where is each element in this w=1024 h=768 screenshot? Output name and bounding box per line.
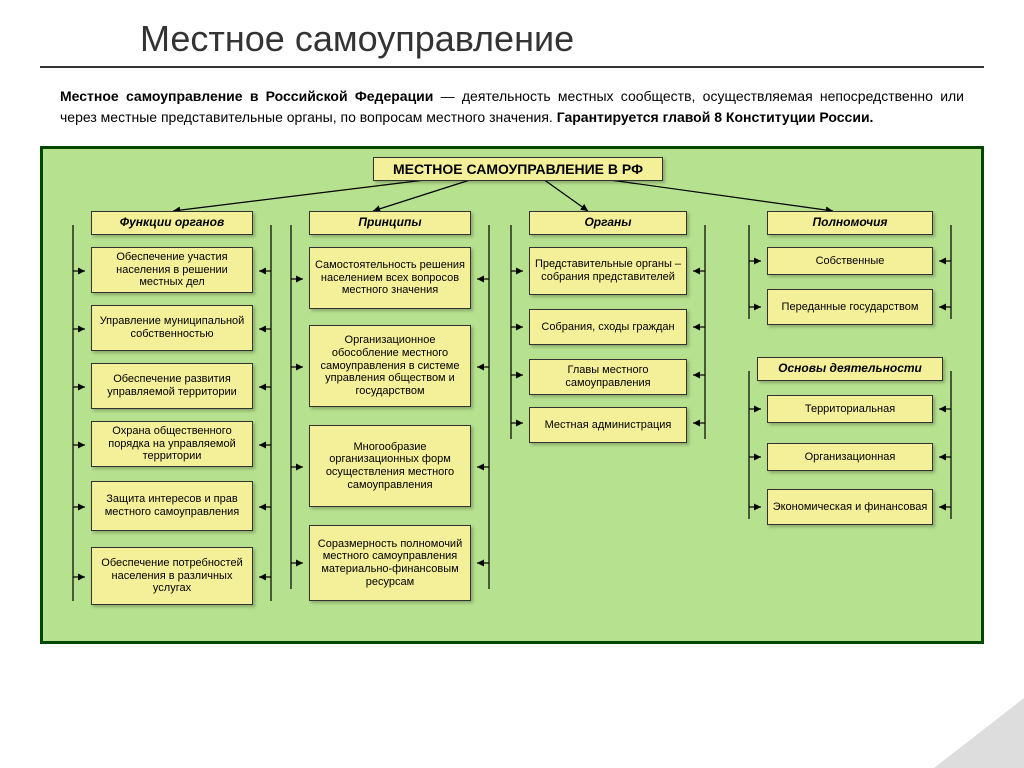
cat4-item: Собственные bbox=[767, 247, 933, 275]
cat3-item: Представительные органы – собрания предс… bbox=[529, 247, 687, 295]
cat3-item: Собрания, сходы граждан bbox=[529, 309, 687, 345]
cat1-item: Охрана общественного порядка на управляе… bbox=[91, 421, 253, 467]
cat4-header: Полномочия bbox=[767, 211, 933, 235]
cat5-item: Организационная bbox=[767, 443, 933, 471]
cat3-header: Органы bbox=[529, 211, 687, 235]
cat1-item: Обеспечение участия населения в решении … bbox=[91, 247, 253, 293]
cat2-item: Соразмерность полномочий местного самоуп… bbox=[309, 525, 471, 601]
cat5-item: Экономическая и финансовая bbox=[767, 489, 933, 525]
intro-paragraph: Местное самоуправление в Российской Феде… bbox=[0, 86, 1024, 146]
cat2-header: Принципы bbox=[309, 211, 471, 235]
cat1-item: Обеспечение развития управляемой террито… bbox=[91, 363, 253, 409]
cat5-item: Территориальная bbox=[767, 395, 933, 423]
cat2-item: Самостоятельность решения населением все… bbox=[309, 247, 471, 309]
cat4-item: Переданные государством bbox=[767, 289, 933, 325]
page-title: Местное самоуправление bbox=[0, 0, 1024, 66]
cat3-item: Главы местного самоуправления bbox=[529, 359, 687, 395]
cat1-item: Обеспечение потребностей населения в раз… bbox=[91, 547, 253, 605]
intro-bold-2: Гарантируется главой 8 Конституции Росси… bbox=[557, 109, 874, 125]
cat1-item: Защита интересов и прав местного самоупр… bbox=[91, 481, 253, 531]
title-underline bbox=[40, 66, 984, 68]
page-corner-fold bbox=[934, 698, 1024, 768]
cat5-header: Основы деятельности bbox=[757, 357, 943, 381]
root-box: МЕСТНОЕ САМОУПРАВЛЕНИЕ В РФ bbox=[373, 157, 663, 181]
cat1-item: Управление муниципальной собственностью bbox=[91, 305, 253, 351]
cat3-item: Местная администрация bbox=[529, 407, 687, 443]
cat2-item: Многообразие организационных форм осущес… bbox=[309, 425, 471, 507]
cat1-header: Функции органов bbox=[91, 211, 253, 235]
diagram-container: МЕСТНОЕ САМОУПРАВЛЕНИЕ В РФ Функции орга… bbox=[40, 146, 984, 644]
cat2-item: Организационное обособление местного сам… bbox=[309, 325, 471, 407]
intro-bold-1: Местное самоуправление в Российской Феде… bbox=[60, 88, 433, 104]
